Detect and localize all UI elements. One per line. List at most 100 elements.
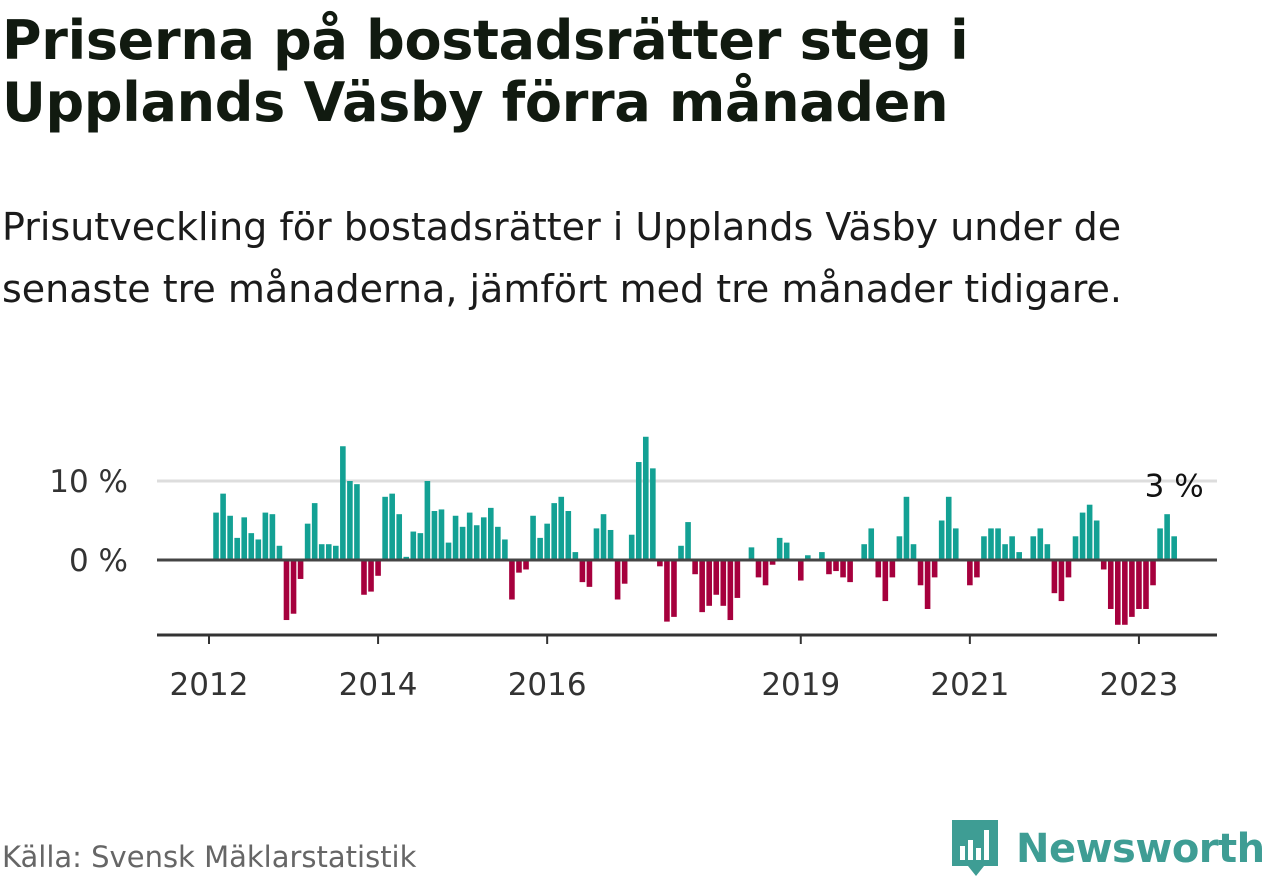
bar (1058, 560, 1065, 602)
bar (657, 560, 663, 567)
bar (600, 514, 607, 560)
bar (621, 560, 628, 584)
bar (692, 560, 698, 575)
bar (466, 512, 473, 560)
bar (333, 545, 339, 560)
bar (805, 555, 811, 560)
bar (417, 533, 424, 560)
bar (530, 515, 536, 560)
bar (452, 515, 459, 560)
bar (685, 522, 691, 560)
bar (227, 515, 233, 560)
bar (340, 446, 346, 560)
bar (368, 560, 374, 592)
bar (889, 560, 896, 578)
bar (361, 560, 367, 595)
bar (650, 468, 656, 560)
bar (572, 552, 579, 560)
bar (734, 560, 741, 598)
bar (720, 560, 727, 606)
bar (480, 517, 487, 560)
bar (318, 544, 325, 560)
bar (1086, 504, 1093, 560)
bar (565, 511, 572, 560)
bar (424, 481, 431, 560)
bar (593, 528, 600, 560)
bar (1129, 560, 1135, 617)
bar (699, 560, 705, 613)
bar (840, 560, 846, 578)
brand-logo[interactable]: Newsworthy (950, 818, 1262, 880)
bar (290, 560, 297, 614)
bar (347, 481, 353, 560)
bar (678, 545, 684, 560)
bar (826, 560, 832, 575)
bar (776, 537, 783, 560)
bar (755, 560, 762, 578)
bar (861, 544, 867, 560)
chart-title: Priserna på bostadsrätter steg i Uppland… (2, 9, 969, 134)
bar (1030, 536, 1037, 560)
bar (1072, 536, 1079, 560)
bar (213, 512, 219, 560)
bar (713, 560, 720, 595)
bar (1016, 552, 1022, 560)
bar (255, 539, 262, 560)
bar (847, 560, 853, 583)
bar (614, 560, 621, 600)
bar (473, 525, 480, 560)
bar (311, 503, 318, 560)
bar (558, 496, 565, 560)
bar (875, 560, 882, 578)
bar (276, 545, 283, 560)
bars (213, 436, 1177, 625)
bar (389, 493, 395, 560)
bar (1107, 560, 1114, 609)
bar (586, 560, 593, 587)
bar (1079, 512, 1086, 560)
x-tick-label: 2016 (508, 667, 587, 703)
bar (220, 493, 226, 560)
x-tick-label: 2014 (339, 667, 418, 703)
bar (1171, 536, 1177, 560)
bar (727, 560, 734, 621)
bar (967, 560, 973, 586)
x-tick-label: 2019 (761, 667, 840, 703)
bar (375, 560, 381, 576)
newsworthy-logo-icon (952, 820, 998, 876)
bar (833, 560, 839, 572)
bar (1093, 520, 1100, 560)
x-tick-label: 2021 (930, 667, 1009, 703)
bar (1164, 514, 1170, 560)
bar (283, 560, 290, 621)
bar (502, 539, 508, 560)
bar (579, 560, 586, 583)
bar (938, 520, 945, 560)
bar (304, 523, 311, 560)
bar (1009, 536, 1015, 560)
bar (516, 560, 522, 573)
bar (269, 514, 276, 560)
bar (1143, 560, 1149, 609)
bar (628, 534, 635, 560)
bar (537, 537, 543, 560)
bar (882, 560, 889, 602)
bar (642, 436, 649, 560)
bar (1051, 560, 1058, 594)
bar (403, 556, 410, 560)
bar (262, 512, 269, 560)
bar-chart: 0 % 10 % 2012 2014 2016 2019 2021 2023 3 % (49, 436, 1217, 703)
bar (325, 544, 332, 560)
axes (157, 558, 1217, 644)
y-tick-label: 10 % (49, 464, 128, 500)
bar (1065, 560, 1072, 578)
bar (410, 531, 417, 560)
bar (607, 529, 614, 560)
bar (445, 542, 452, 560)
bar (917, 560, 924, 586)
bar (797, 560, 804, 581)
bar (1150, 560, 1156, 586)
bar (896, 536, 903, 560)
bar (523, 560, 529, 570)
bar (903, 496, 910, 560)
